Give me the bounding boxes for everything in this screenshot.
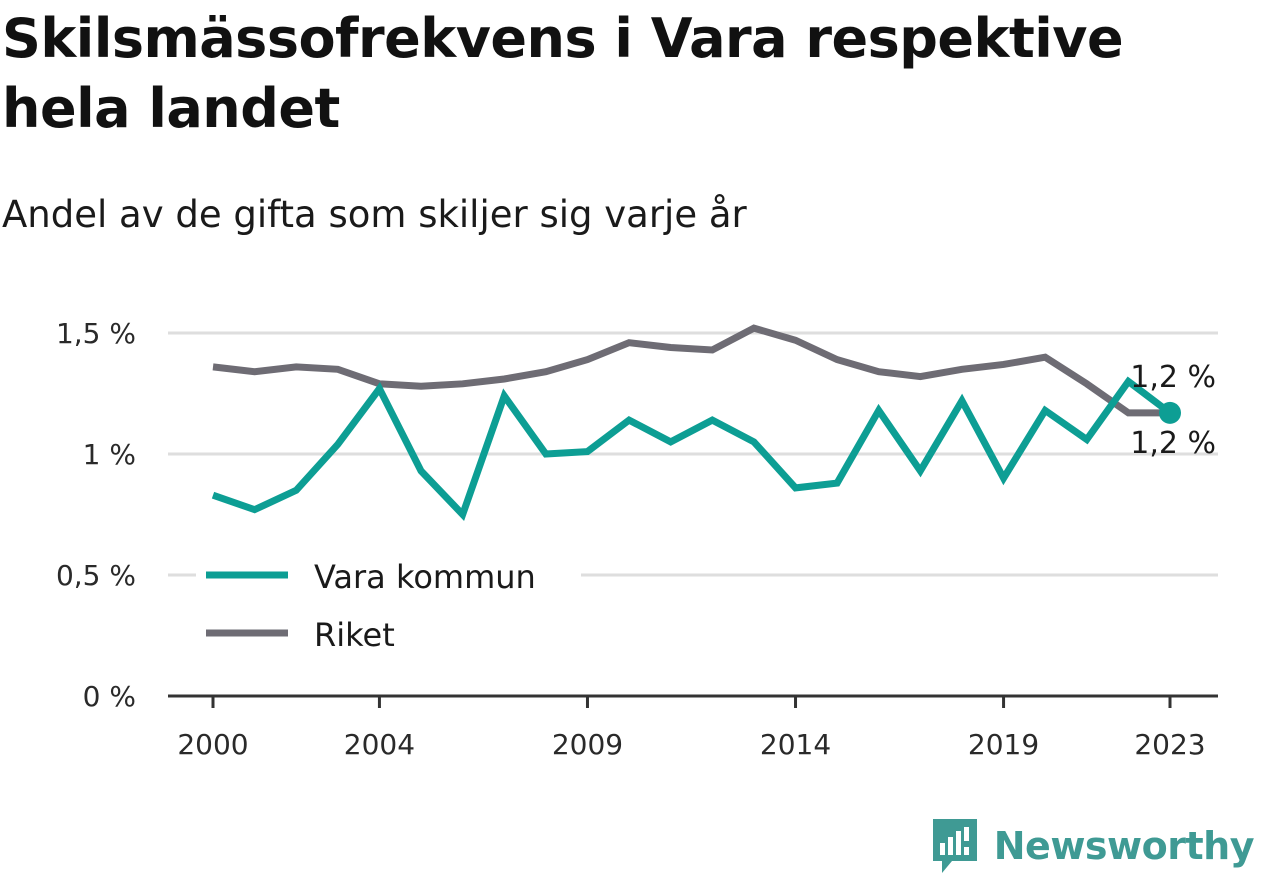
chart-subtitle: Andel av de gifta som skiljer sig varje … (2, 193, 747, 236)
end-label-riket: 1,2 % (1130, 360, 1216, 395)
brand-logo: Newsworthy (930, 817, 1255, 875)
x-tick-label: 2004 (344, 728, 415, 761)
y-tick-label: 1 % (83, 438, 136, 471)
y-tick-label: 0 % (83, 680, 136, 713)
end-label-vara-kommun: 1,2 % (1130, 426, 1216, 461)
y-axis: 0 % 0,5 % 1 % 1,5 % (56, 317, 136, 713)
legend: Vara kommun Riket (196, 550, 581, 670)
legend-label-riket: Riket (314, 616, 395, 654)
y-tick-label: 1,5 % (56, 317, 136, 350)
y-tick-label: 0,5 % (56, 559, 136, 592)
x-tick-label: 2019 (968, 728, 1039, 761)
x-axis: 2000 2004 2009 2014 2019 2023 (168, 694, 1218, 761)
end-labels: 1,2 % 1,2 % (1130, 360, 1216, 461)
x-tick-label: 2023 (1134, 728, 1205, 761)
series-line-riket (212, 324, 1170, 417)
series-line-vara-kommun (211, 376, 1173, 522)
end-marker-vara-kommun (1159, 401, 1181, 424)
legend-label-vara-kommun: Vara kommun (314, 558, 536, 596)
series-group (211, 324, 1181, 522)
x-tick-label: 2009 (552, 728, 623, 761)
x-tick-label: 2014 (760, 728, 831, 761)
brand-name: Newsworthy (993, 824, 1255, 868)
legend-background (196, 550, 581, 670)
x-tick-label: 2000 (177, 728, 248, 761)
newsworthy-logo-icon (932, 819, 977, 873)
chart-title: Skilsmässofrekvens i Vara respektive hel… (2, 7, 1124, 140)
